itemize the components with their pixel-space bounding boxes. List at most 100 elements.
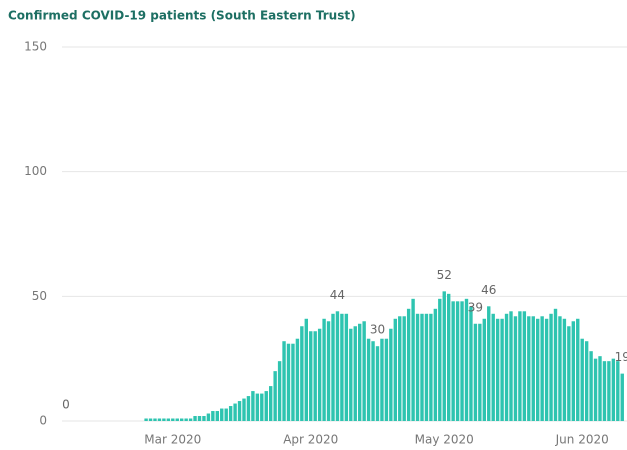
bar <box>611 358 616 421</box>
bar <box>286 343 291 421</box>
bar <box>366 338 371 421</box>
x-tick-label: Mar 2020 <box>144 433 201 447</box>
y-tick-label: 100 <box>24 164 47 178</box>
bar <box>460 301 464 421</box>
bar <box>398 316 402 421</box>
x-tick-label: Jun 2020 <box>555 433 609 447</box>
bar <box>202 416 206 421</box>
bar <box>171 418 175 421</box>
bar <box>166 418 171 421</box>
bar <box>482 318 486 421</box>
bar <box>349 328 353 421</box>
bar <box>291 343 295 421</box>
bar <box>536 318 540 421</box>
bar <box>228 406 233 421</box>
bar <box>255 393 260 421</box>
bar <box>322 318 326 421</box>
bar <box>522 311 527 421</box>
bar <box>331 313 335 421</box>
bar <box>393 318 397 421</box>
bar <box>544 318 549 421</box>
y-tick-label: 150 <box>24 40 47 54</box>
bar <box>455 301 460 421</box>
data-label: 30 <box>370 323 385 337</box>
y-tick-label: 0 <box>39 414 47 428</box>
bar <box>246 396 251 421</box>
bar <box>469 306 473 421</box>
bar <box>251 391 255 421</box>
bar <box>451 301 455 421</box>
bar <box>153 418 157 421</box>
bar <box>184 418 188 421</box>
y-tick-label: 50 <box>32 289 47 303</box>
data-label: 44 <box>330 288 345 302</box>
bar <box>504 313 509 421</box>
bar <box>362 321 366 421</box>
bar <box>598 356 602 421</box>
bar <box>282 341 286 421</box>
bar <box>215 411 219 421</box>
bar <box>562 318 567 421</box>
bar <box>406 308 411 421</box>
bar <box>157 418 162 421</box>
bar <box>224 408 228 421</box>
bar <box>589 351 593 421</box>
bar <box>540 316 544 421</box>
bar <box>144 418 148 421</box>
bar <box>233 403 237 421</box>
bar <box>277 361 282 421</box>
bar <box>447 293 451 421</box>
bar <box>375 346 380 421</box>
bar <box>175 418 179 421</box>
bar <box>513 316 518 421</box>
bar <box>211 411 215 421</box>
bar <box>273 371 277 421</box>
bar <box>518 311 522 421</box>
bar <box>487 306 491 421</box>
bar <box>509 311 513 421</box>
bar <box>380 338 384 421</box>
bar <box>602 361 607 421</box>
bar <box>593 358 598 421</box>
bar <box>411 298 415 421</box>
data-label: 46 <box>481 283 496 297</box>
bar <box>415 313 420 421</box>
bar <box>549 313 553 421</box>
bar <box>193 416 197 421</box>
bar <box>148 418 153 421</box>
bar <box>304 318 308 421</box>
bar <box>180 418 184 421</box>
x-tick-label: Apr 2020 <box>283 433 338 447</box>
bar <box>442 291 446 421</box>
bar <box>473 323 478 421</box>
bar <box>571 321 575 421</box>
bar <box>478 323 482 421</box>
bar <box>616 361 620 421</box>
bar <box>162 418 166 421</box>
bar <box>607 361 611 421</box>
bar <box>300 326 304 421</box>
bar <box>260 393 264 421</box>
data-label: 0 <box>62 398 70 412</box>
bar <box>389 328 393 421</box>
bar <box>495 318 500 421</box>
bar <box>344 313 349 421</box>
bar <box>553 308 558 421</box>
bar <box>420 313 424 421</box>
bar <box>358 323 362 421</box>
data-label: 19 <box>615 350 627 364</box>
data-label: 52 <box>437 268 452 282</box>
bar <box>500 318 504 421</box>
bar <box>384 338 389 421</box>
data-label: 39 <box>468 300 483 314</box>
bar <box>438 298 442 421</box>
bar <box>527 316 531 421</box>
bar <box>558 316 562 421</box>
bar <box>242 398 246 421</box>
bar <box>326 321 331 421</box>
bar <box>317 328 322 421</box>
bar <box>340 313 344 421</box>
bar <box>424 313 429 421</box>
bar <box>402 316 406 421</box>
